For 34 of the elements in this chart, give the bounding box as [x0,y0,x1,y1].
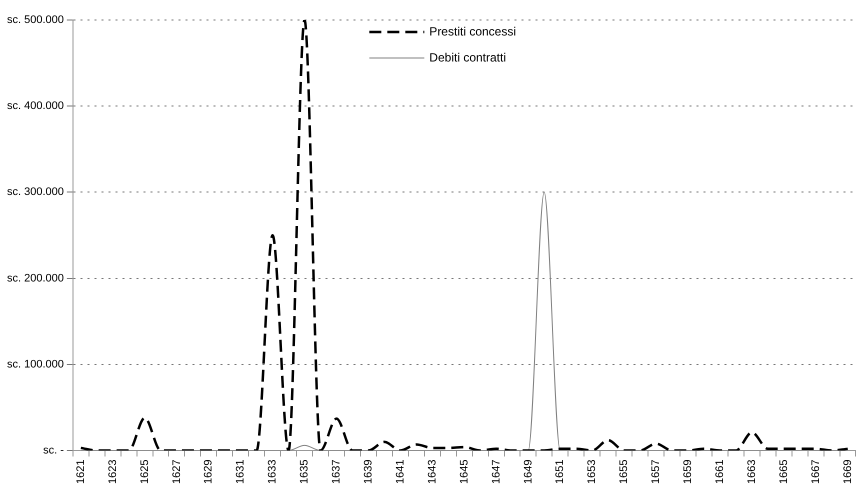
x-tick-label: 1629 [202,460,215,484]
x-tick-label: 1661 [714,460,726,484]
x-tick-label: 1623 [106,460,119,484]
x-tick-label: 1647 [490,460,502,484]
x-tick-label: 1653 [586,460,598,484]
x-tick-label: 1627 [170,460,183,484]
x-tick-label: 1637 [330,460,343,484]
legend-label: Prestiti concessi [429,24,516,38]
x-tick-label: 1667 [810,460,822,484]
y-tick-label: sc. - [43,444,64,457]
x-tick-label: 1657 [650,460,662,484]
x-tick-label: 1641 [394,460,406,484]
line-series [80,20,850,451]
x-tick-label: 1645 [458,460,470,484]
x-tick-label: 1663 [746,460,758,484]
x-tick-label: 1621 [74,460,87,484]
x-tick-label: 1631 [234,460,247,484]
y-tick-label: sc. 500.000 [7,14,64,26]
x-tick-label: 1633 [266,460,279,484]
legend-label: Debiti contratti [429,50,506,64]
x-tick-label: 1659 [682,460,694,484]
x-tick-label: 1669 [842,460,854,484]
x-tick-label: 1625 [138,460,151,484]
x-tick-label: 1665 [778,460,790,484]
x-tick-label: 1635 [298,460,311,484]
x-tick-label: 1651 [554,460,566,484]
y-tick-label: sc. 100.000 [7,358,64,370]
y-tick-label: sc. 200.000 [7,272,64,284]
y-tick-label: sc. 300.000 [7,186,64,198]
y-tick-label: sc. 400.000 [7,100,64,112]
x-tick-label: 1655 [618,460,630,484]
x-tick-label: 1649 [522,460,534,484]
x-tick-label: 1643 [426,460,438,484]
x-tick-label: 1639 [362,460,374,484]
